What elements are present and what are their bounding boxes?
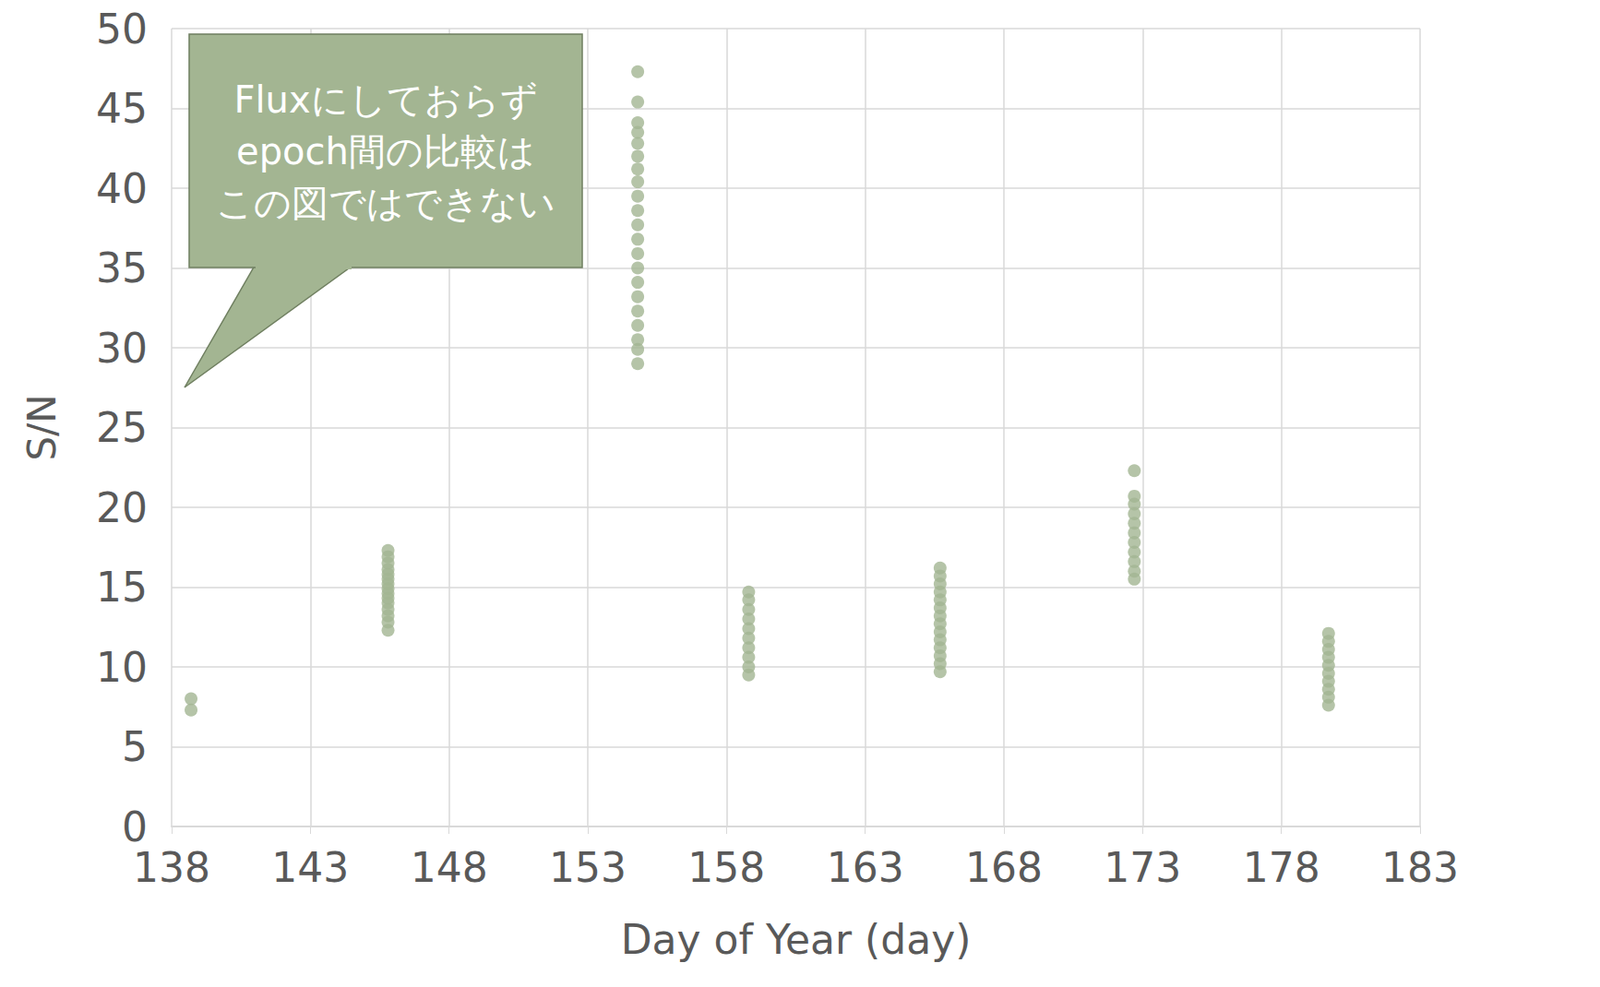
svg-text:138: 138 [132, 844, 211, 892]
svg-text:5: 5 [121, 723, 148, 771]
svg-text:168: 168 [965, 844, 1043, 892]
svg-text:153: 153 [549, 844, 627, 892]
svg-text:25: 25 [95, 404, 148, 452]
svg-text:50: 50 [95, 5, 148, 53]
svg-text:Fluxにしておらず: Fluxにしておらず [233, 78, 538, 121]
svg-text:35: 35 [95, 244, 148, 292]
svg-text:45: 45 [95, 84, 148, 132]
svg-text:148: 148 [410, 844, 489, 892]
svg-text:158: 158 [687, 844, 765, 892]
svg-text:178: 178 [1242, 844, 1321, 892]
svg-text:20: 20 [95, 484, 148, 532]
svg-text:163: 163 [826, 844, 905, 892]
svg-text:173: 173 [1103, 844, 1182, 892]
svg-text:143: 143 [271, 844, 349, 892]
svg-text:Day of Year (day): Day of Year (day) [620, 916, 972, 964]
svg-text:0: 0 [121, 803, 148, 851]
svg-text:183: 183 [1381, 844, 1459, 892]
svg-text:S/N: S/N [19, 394, 65, 461]
svg-text:40: 40 [95, 165, 148, 213]
svg-text:15: 15 [95, 563, 148, 611]
svg-text:この図ではできない: この図ではできない [215, 181, 556, 225]
svg-text:30: 30 [95, 324, 148, 372]
svg-text:epoch間の比較は: epoch間の比較は [236, 130, 536, 173]
svg-text:10: 10 [95, 644, 148, 692]
